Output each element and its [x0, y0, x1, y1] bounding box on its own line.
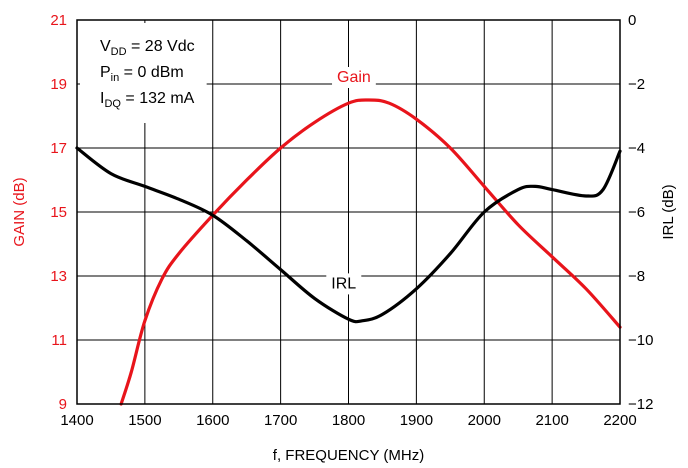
left-y-tick-label: 13: [50, 268, 67, 285]
x-tick-label: 2000: [468, 412, 501, 429]
x-tick-label: 1400: [60, 412, 93, 429]
x-tick-label: 1600: [196, 412, 229, 429]
x-tick-label: 2200: [603, 412, 636, 429]
x-tick-label: 1900: [400, 412, 433, 429]
left-y-tick-label: 19: [50, 76, 67, 93]
x-axis-label: f, FREQUENCY (MHz): [273, 447, 424, 464]
irl-series-label: IRL: [331, 275, 356, 292]
left-y-tick-label: 9: [59, 396, 67, 413]
right-y-tick-label: −12: [628, 396, 653, 413]
right-y-tick-label: −8: [628, 268, 645, 285]
x-tick-label: 1500: [128, 412, 161, 429]
right-y-axis-label: IRL (dB): [660, 184, 677, 239]
gain-series-label: Gain: [337, 69, 371, 86]
x-tick-label: 1700: [264, 412, 297, 429]
x-tick-label: 1800: [332, 412, 365, 429]
right-y-tick-label: −4: [628, 140, 645, 157]
left-y-axis-label: GAIN (dB): [11, 177, 28, 246]
left-y-tick-label: 11: [51, 332, 67, 349]
right-y-tick-label: 0: [628, 12, 636, 29]
x-tick-label: 2100: [535, 412, 568, 429]
right-y-tick-label: −2: [628, 76, 645, 93]
right-y-tick-label: −6: [628, 204, 645, 221]
left-y-tick-label: 17: [50, 140, 67, 157]
left-y-tick-label: 21: [50, 12, 67, 29]
right-y-tick-label: −10: [628, 332, 653, 349]
gain-line: [121, 100, 620, 404]
left-y-tick-label: 15: [50, 204, 67, 221]
